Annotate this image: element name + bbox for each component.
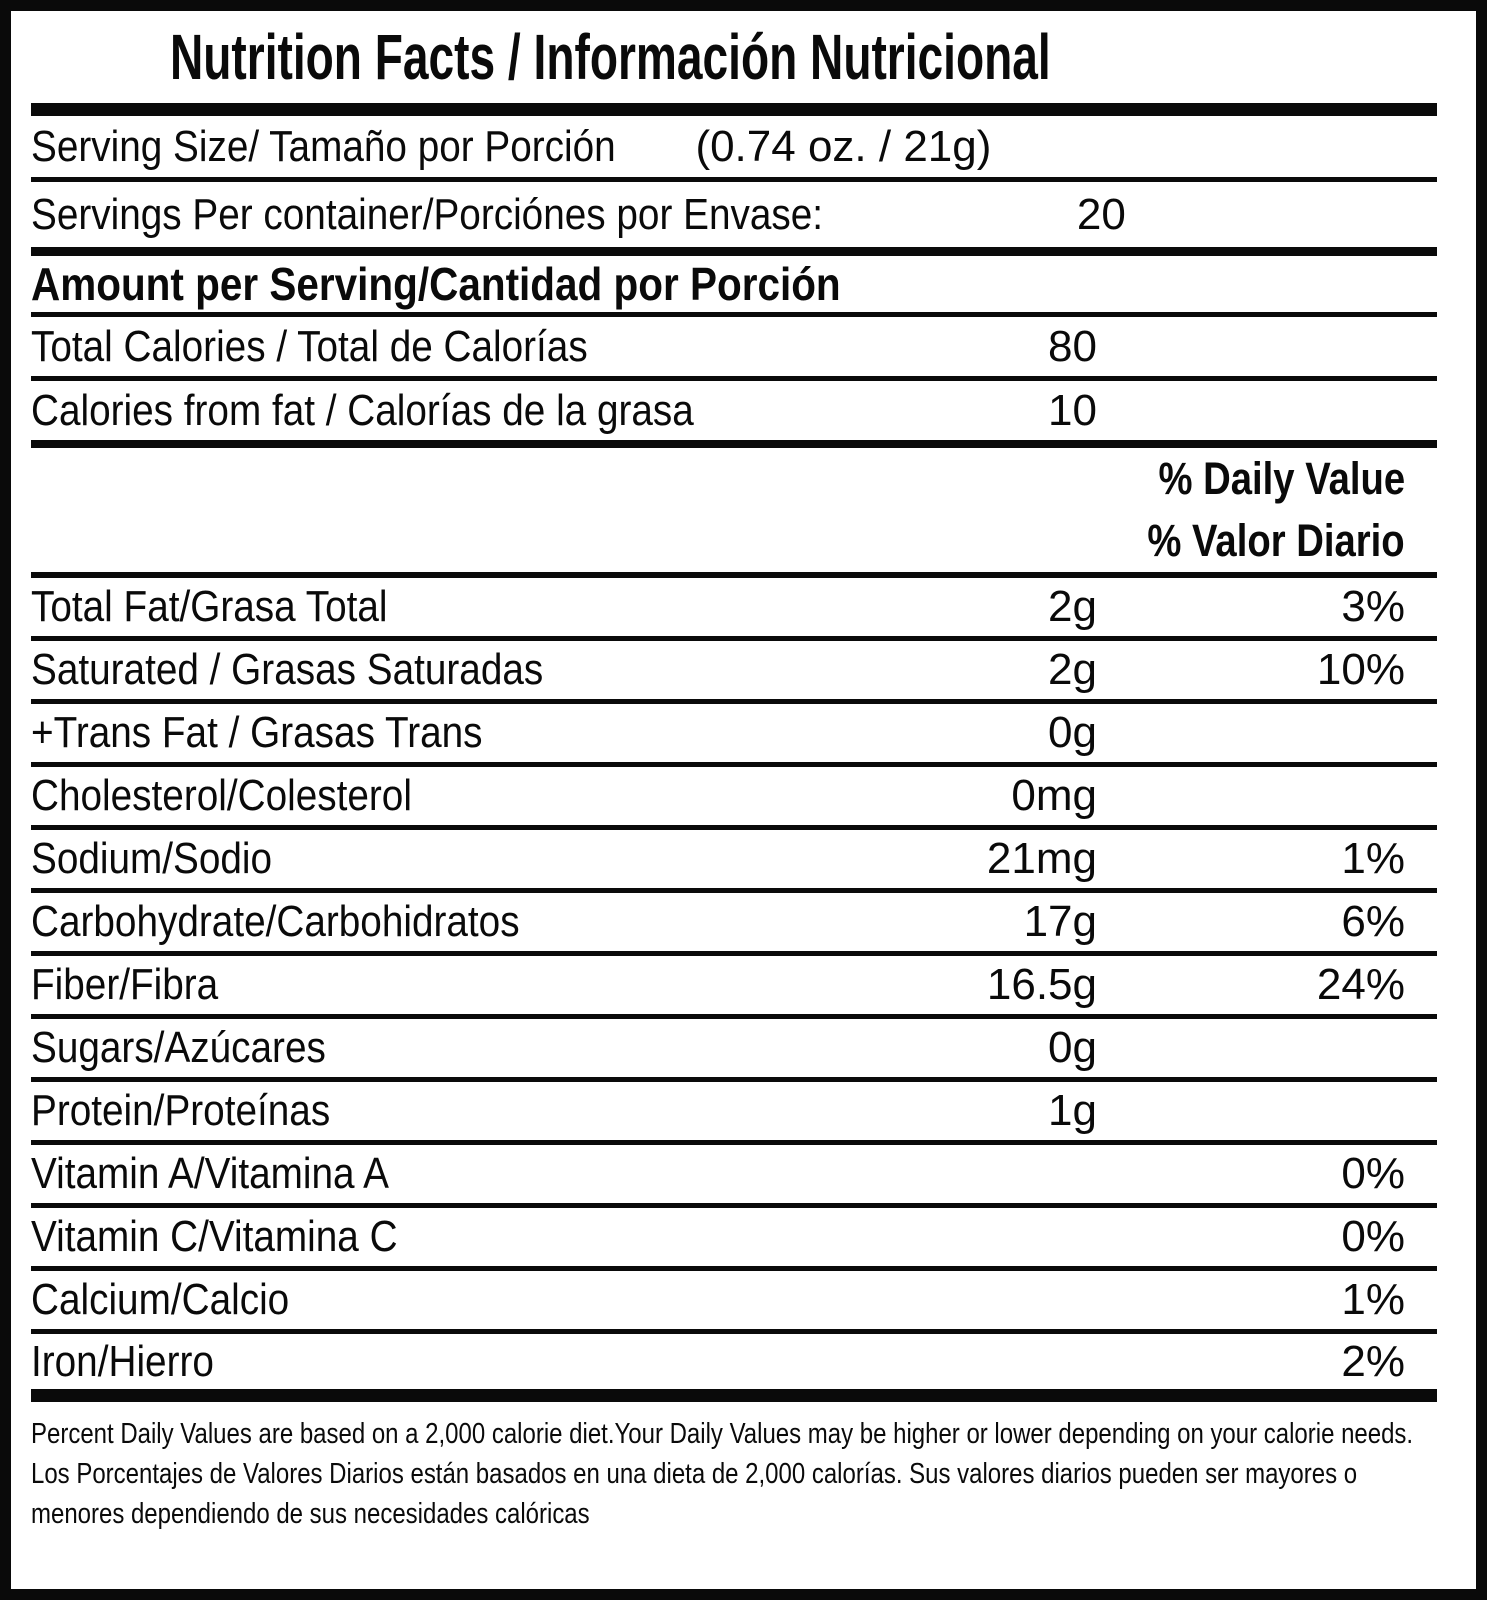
nutrient-label: Vitamin A/Vitamina A: [31, 1149, 390, 1198]
nutrient-amount: 16.5g: [986, 960, 1097, 1009]
nutrient-daily-value: 6%: [1341, 897, 1405, 946]
footnote: Percent Daily Values are based on a 2,00…: [31, 1414, 1437, 1534]
nutrient-daily-value: 2%: [1341, 1336, 1405, 1386]
nutrient-row-cholesterol: Cholesterol/Colesterol 0mg: [31, 767, 1437, 830]
nutrient-amount: 17g: [1023, 897, 1097, 946]
label-title: Nutrition Facts / Información Nutriciona…: [170, 21, 1051, 93]
footnote-separator-bar: [31, 1389, 1437, 1402]
amount-per-serving-header: Amount per Serving/Cantidad por Porción: [31, 258, 841, 310]
nutrient-row-vitamin-a: Vitamin A/Vitamina A 0%: [31, 1145, 1437, 1208]
nutrient-row-iron: Iron/Hierro 2%: [31, 1334, 1437, 1389]
nutrient-label: Cholesterol/Colesterol: [31, 771, 412, 820]
nutrient-daily-value: 3%: [1341, 582, 1405, 631]
nutrient-amount: 0g: [1048, 1023, 1097, 1072]
nutrient-row-sodium: Sodium/Sodio 21mg 1%: [31, 830, 1437, 893]
footnote-spanish: Los Porcentajes de Valores Diarios están…: [31, 1458, 1358, 1530]
nutrient-daily-value: 0%: [1341, 1149, 1405, 1198]
nutrient-amount: 1g: [1048, 1086, 1097, 1135]
servings-per-container-label: Servings Per container/Porciónes por Env…: [31, 189, 824, 239]
nutrient-row-fiber: Fiber/Fibra 16.5g 24%: [31, 956, 1437, 1019]
nutrient-daily-value: 0%: [1341, 1212, 1405, 1261]
daily-value-header-es: % Valor Diario: [1147, 515, 1405, 566]
nutrient-label: Vitamin C/Vitamina C: [31, 1212, 398, 1261]
nutrient-label: Sodium/Sodio: [31, 834, 273, 883]
nutrient-daily-value: 24%: [1316, 960, 1405, 1009]
nutrient-row-calcium: Calcium/Calcio 1%: [31, 1271, 1437, 1334]
title-row: Nutrition Facts / Información Nutriciona…: [11, 11, 1476, 103]
nutrient-amount: 2g: [1048, 582, 1097, 631]
nutrient-row-sugars: Sugars/Azúcares 0g: [31, 1019, 1437, 1082]
nutrient-label: Total Fat/Grasa Total: [31, 582, 388, 631]
total-calories-label: Total Calories / Total de Calorías: [31, 321, 588, 371]
servings-per-container-row: Servings Per container/Porciónes por Env…: [31, 182, 1437, 256]
calories-from-fat-label: Calories from fat / Calorías de la grasa: [31, 385, 694, 435]
serving-size-row: Serving Size/ Tamaño por Porción (0.74 o…: [31, 116, 1437, 182]
nutrient-row-vitamin-c: Vitamin C/Vitamina C 0%: [31, 1208, 1437, 1271]
nutrient-row-saturated-fat: Saturated / Grasas Saturadas 2g 10%: [31, 641, 1437, 704]
nutrient-label: Iron/Hierro: [31, 1336, 214, 1386]
servings-per-container-value: 20: [1076, 189, 1126, 239]
serving-size-value: (0.74 oz. / 21g): [695, 121, 992, 171]
serving-size-label: Serving Size/ Tamaño por Porción: [31, 121, 616, 171]
daily-value-header: % Daily Value % Valor Diario: [31, 448, 1437, 578]
nutrient-amount: 2g: [1048, 645, 1097, 694]
calories-from-fat-amount: 10: [1048, 385, 1097, 435]
label-body: Serving Size/ Tamaño por Porción (0.74 o…: [31, 103, 1437, 1534]
nutrient-row-total-fat: Total Fat/Grasa Total 2g 3%: [31, 578, 1437, 641]
title-separator-bar: [31, 103, 1437, 116]
daily-value-header-en: % Daily Value: [1158, 453, 1405, 504]
nutrient-amount: 0g: [1048, 708, 1097, 757]
total-calories-row: Total Calories / Total de Calorías 80: [31, 317, 1437, 381]
amount-per-serving-header-row: Amount per Serving/Cantidad por Porción: [31, 256, 1437, 317]
nutrient-label: Protein/Proteínas: [31, 1086, 331, 1135]
total-calories-amount: 80: [1048, 321, 1097, 371]
nutrient-label: +Trans Fat / Grasas Trans: [31, 708, 483, 757]
nutrient-label: Sugars/Azúcares: [31, 1023, 326, 1072]
nutrient-row-trans-fat: +Trans Fat / Grasas Trans 0g: [31, 704, 1437, 767]
nutrient-amount: 0mg: [1011, 771, 1097, 820]
calories-from-fat-row: Calories from fat / Calorías de la grasa…: [31, 381, 1437, 448]
nutrient-label: Calcium/Calcio: [31, 1275, 290, 1324]
nutrient-label: Saturated / Grasas Saturadas: [31, 645, 544, 694]
nutrient-daily-value: 1%: [1341, 1275, 1405, 1324]
nutrient-label: Fiber/Fibra: [31, 960, 219, 1009]
nutrient-daily-value: 10%: [1316, 645, 1405, 694]
nutrient-row-carbohydrate: Carbohydrate/Carbohidratos 17g 6%: [31, 893, 1437, 956]
nutrient-daily-value: 1%: [1341, 834, 1405, 883]
nutrient-row-protein: Protein/Proteínas 1g: [31, 1082, 1437, 1145]
footnote-english: Percent Daily Values are based on a 2,00…: [31, 1418, 1414, 1450]
nutrient-label: Carbohydrate/Carbohidratos: [31, 897, 520, 946]
nutrient-amount: 21mg: [986, 834, 1097, 883]
